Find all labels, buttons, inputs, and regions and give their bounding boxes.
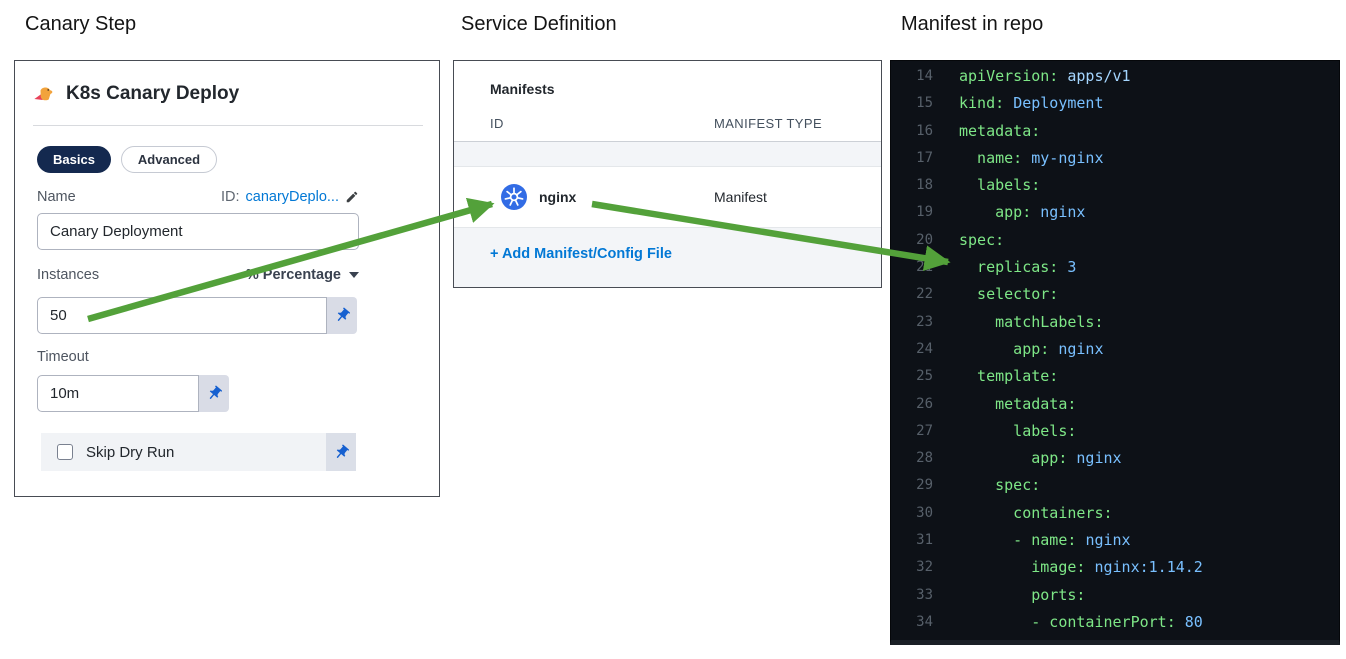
tab-basics[interactable]: Basics <box>37 146 111 173</box>
code-line: 31 - name: nginx <box>891 527 1339 554</box>
name-label: Name <box>37 189 76 205</box>
instances-unit-select[interactable]: % Percentage <box>246 267 359 283</box>
line-number: 17 <box>916 149 933 166</box>
skip-dry-run-checkbox[interactable] <box>57 444 73 460</box>
code-line: 18 labels: <box>891 172 1339 199</box>
code-line: 34 - containerPort: 80 <box>891 609 1339 636</box>
code-line: 33 ports: <box>891 582 1339 609</box>
line-number: 34 <box>916 613 933 630</box>
unit-select-value: % Percentage <box>245 267 341 283</box>
tab-advanced[interactable]: Advanced <box>120 146 218 173</box>
timeout-field-row: Timeout <box>37 349 359 365</box>
line-number: 31 <box>916 532 933 549</box>
line-number: 24 <box>916 340 933 357</box>
add-manifest-link[interactable]: + Add Manifest/Config File <box>490 246 672 262</box>
name-field-row: Name ID: canaryDeplo... <box>37 189 359 205</box>
step-id-block: ID: canaryDeplo... <box>221 189 359 205</box>
timeout-label: Timeout <box>37 349 89 365</box>
skip-dry-run-runtime-pin-button[interactable] <box>326 433 356 471</box>
manifest-row-type: Manifest <box>714 189 767 205</box>
service-definition-panel: Manifests ID MANIFEST TYPE <box>453 60 882 288</box>
edit-pencil-icon[interactable] <box>345 190 359 204</box>
code-line: 25 template: <box>891 363 1339 390</box>
code-line: 24 app: nginx <box>891 336 1339 363</box>
canary-step-panel: K8s Canary Deploy Basics Advanced Name I… <box>14 60 440 497</box>
name-input[interactable] <box>37 213 359 250</box>
id-value-link[interactable]: canaryDeplo... <box>245 189 340 205</box>
instances-field-row: Instances % Percentage <box>37 267 359 283</box>
code-line: 28 app: nginx <box>891 445 1339 472</box>
instances-label: Instances <box>37 267 100 283</box>
kubernetes-icon <box>501 184 527 210</box>
line-number: 30 <box>916 504 933 521</box>
line-number: 29 <box>916 477 933 494</box>
code-line: 32 image: nginx:1.14.2 <box>891 554 1339 581</box>
line-number: 28 <box>916 450 933 467</box>
table-header-divider <box>454 141 881 142</box>
manifest-in-repo-label: Manifest in repo <box>901 13 1044 35</box>
code-line: 14 apiVersion: apps/v1 <box>891 63 1339 90</box>
code-line: 21 replicas: 3 <box>891 254 1339 281</box>
line-number: 32 <box>916 559 933 576</box>
line-number: 15 <box>916 95 933 112</box>
step-title: K8s Canary Deploy <box>66 83 240 104</box>
manifest-row-id: nginx <box>539 189 577 205</box>
step-header: K8s Canary Deploy <box>33 83 239 105</box>
service-definition-label: Service Definition <box>461 13 617 35</box>
manifests-heading: Manifests <box>490 81 555 97</box>
timeout-runtime-pin-button[interactable] <box>199 375 229 412</box>
manifest-table-body: nginx Manifest + Add Manifest/Config Fil… <box>454 142 881 287</box>
canary-step-label: Canary Step <box>25 13 137 35</box>
line-number: 25 <box>916 368 933 385</box>
code-line: 20 spec: <box>891 227 1339 254</box>
line-number: 33 <box>916 586 933 603</box>
line-number: 20 <box>916 231 933 248</box>
line-number: 14 <box>916 68 933 84</box>
manifest-table-header: ID MANIFEST TYPE <box>490 116 869 131</box>
column-header-id: ID <box>490 116 504 131</box>
instances-input[interactable] <box>37 297 327 334</box>
chevron-down-icon <box>349 272 359 278</box>
line-number: 27 <box>916 422 933 439</box>
code-line: 15 kind: Deployment <box>891 90 1339 117</box>
code-line: 22 selector: <box>891 281 1339 308</box>
skip-dry-run-row: Skip Dry Run <box>41 433 356 471</box>
code-line: 30 containers: <box>891 500 1339 527</box>
line-number: 19 <box>916 204 933 221</box>
line-number: 23 <box>916 313 933 330</box>
manifest-code-panel: 14 apiVersion: apps/v1 15 kind: Deployment 1… <box>890 60 1340 645</box>
code-line: 19 app: nginx <box>891 199 1339 226</box>
code-line: 26 metadata: <box>891 391 1339 418</box>
line-number: 26 <box>916 395 933 412</box>
line-number: 22 <box>916 286 933 303</box>
code-line: 17 name: my-nginx <box>891 145 1339 172</box>
line-number: 21 <box>916 259 933 276</box>
manifest-row-nginx[interactable]: nginx Manifest <box>454 166 881 228</box>
code-line: 16 metadata: <box>891 118 1339 145</box>
code-line: 27 labels: <box>891 418 1339 445</box>
code-line: 23 matchLabels: <box>891 309 1339 336</box>
canary-bird-icon <box>33 83 55 105</box>
yaml-code-editor[interactable]: 14 apiVersion: apps/v1 15 kind: Deployment 1… <box>891 63 1339 636</box>
code-line: 29 spec: <box>891 472 1339 499</box>
id-prefix: ID: <box>220 189 240 205</box>
line-number: 16 <box>916 122 933 139</box>
timeout-input[interactable] <box>37 375 199 412</box>
column-header-manifest-type: MANIFEST TYPE <box>714 116 823 131</box>
header-divider <box>33 125 423 126</box>
instances-runtime-pin-button[interactable] <box>327 297 357 334</box>
tab-group: Basics Advanced <box>37 146 218 173</box>
skip-dry-run-label: Skip Dry Run <box>86 443 175 461</box>
line-number: 18 <box>916 177 933 194</box>
